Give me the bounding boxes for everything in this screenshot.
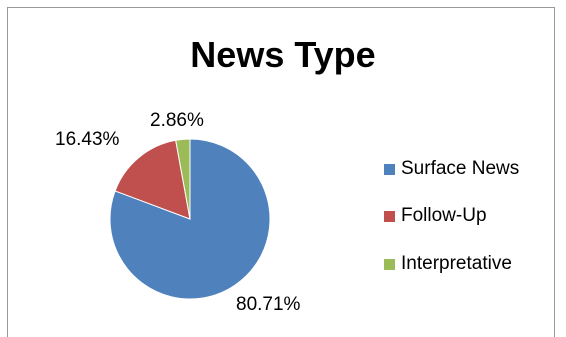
legend-label-interpretative: Interpretative — [401, 253, 512, 274]
data-label-follow-up: 16.43% — [55, 129, 120, 150]
data-label-surface-news: 80.71% — [236, 294, 301, 315]
pie-slice-follow-up — [114, 139, 191, 220]
legend-item-interpretative: Interpretative — [384, 253, 564, 275]
legend-swatch-surface-news — [384, 164, 395, 175]
chart-frame — [7, 7, 555, 337]
chart-title: News Type — [190, 34, 376, 75]
data-label-interpretative: 2.86% — [150, 110, 204, 131]
legend-label-follow-up: Follow-Up — [401, 205, 487, 226]
pie-slice-surface-news — [109, 138, 271, 300]
legend-swatch-follow-up — [384, 211, 395, 222]
legend-label-surface-news: Surface News — [401, 158, 520, 179]
legend-item-follow-up: Follow-Up — [384, 205, 564, 227]
legend-swatch-interpretative — [384, 259, 395, 270]
legend-item-surface-news: Surface News — [384, 158, 564, 180]
pie-slice-interpretative — [175, 138, 191, 220]
